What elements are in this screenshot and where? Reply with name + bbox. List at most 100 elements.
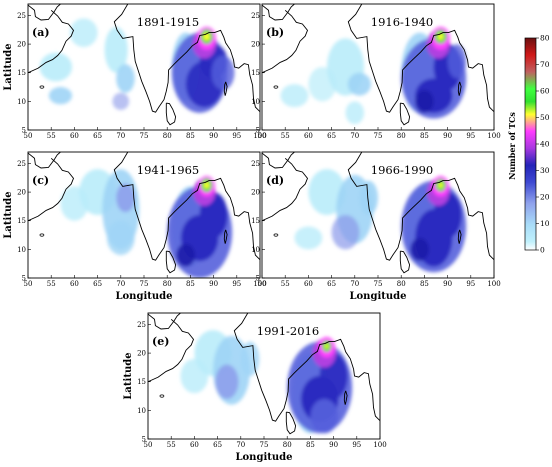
island-marker xyxy=(39,85,45,89)
x-tick-label: 75 xyxy=(374,280,383,288)
x-tick-label: 50 xyxy=(144,441,153,449)
x-tick-label: 100 xyxy=(487,132,500,140)
x-tick-label: 55 xyxy=(47,132,56,140)
colorbar-tick-label: 50 xyxy=(540,113,550,122)
density-field xyxy=(180,330,353,434)
density-cell xyxy=(438,182,443,189)
panel-label: (b) xyxy=(266,26,284,39)
density-cell xyxy=(104,26,128,73)
x-tick-label: 75 xyxy=(374,132,383,140)
colorbar-tick-label: 70 xyxy=(540,60,550,69)
island-marker xyxy=(39,233,45,237)
x-tick-label: 100 xyxy=(253,280,266,288)
panel-label: (c) xyxy=(32,174,49,187)
period-title: 1966-1990 xyxy=(371,163,433,177)
density-cell xyxy=(211,55,235,90)
x-tick-label: 60 xyxy=(70,132,79,140)
x-tick-label: 70 xyxy=(236,441,245,449)
x-tick-label: 80 xyxy=(163,132,172,140)
x-tick-label: 65 xyxy=(327,280,336,288)
coastline xyxy=(148,313,380,435)
x-tick-label: 70 xyxy=(116,280,125,288)
x-tick-label: 70 xyxy=(350,280,359,288)
coastline xyxy=(28,4,260,126)
coastline xyxy=(28,152,260,274)
island-marker xyxy=(159,394,165,398)
density-cell xyxy=(116,183,135,213)
panel-label: (d) xyxy=(266,174,284,187)
y-tick-label: 25 xyxy=(17,160,26,168)
period-title: 1916-1940 xyxy=(371,15,433,29)
y-tick-label: 15 xyxy=(251,217,260,225)
x-tick-label: 50 xyxy=(24,132,33,140)
y-tick-label: 10 xyxy=(251,98,260,106)
colorbar-tick-label: 0 xyxy=(540,246,545,255)
x-tick-label: 65 xyxy=(93,280,102,288)
x-tick-label: 90 xyxy=(209,132,218,140)
x-axis-label: Longitude xyxy=(115,291,172,302)
density-cell xyxy=(415,89,434,113)
x-tick-label: 85 xyxy=(420,280,429,288)
x-tick-label: 55 xyxy=(281,280,290,288)
density-cell xyxy=(308,169,346,215)
y-tick-label: 5 xyxy=(142,436,146,444)
density-cell xyxy=(48,87,73,105)
y-axis-label: Latitude xyxy=(123,352,134,399)
y-tick-label: 20 xyxy=(251,189,260,197)
map-panel: 50 55 60 65 70 75 80 85 90 95 100510152025(c)1941-… xyxy=(3,151,267,302)
x-tick-label: 50 xyxy=(258,132,267,140)
density-cell xyxy=(345,101,365,125)
map-panel: 50 55 60 65 70 75 80 85 90 95 100510152025(b)1916-… xyxy=(251,3,501,140)
y-tick-label: 15 xyxy=(137,378,146,386)
x-tick-label: 60 xyxy=(70,280,79,288)
x-axis-label: Longitude xyxy=(235,452,292,463)
density-cell xyxy=(106,220,135,256)
y-tick-label: 20 xyxy=(137,350,146,358)
period-title: 1891-1915 xyxy=(137,15,199,29)
density-cell xyxy=(39,52,73,82)
colorbar-title: Number of TCs xyxy=(507,112,517,180)
y-axis-label: Latitude xyxy=(3,43,14,90)
x-tick-label: 80 xyxy=(397,132,406,140)
y-tick-label: 25 xyxy=(251,160,260,168)
x-tick-label: 85 xyxy=(186,280,195,288)
y-tick-label: 5 xyxy=(22,127,26,135)
colorbar-tick-label: 40 xyxy=(540,140,550,149)
map-panel: 50 55 60 65 70 75 80 85 90 95 100510152025(d)1966-… xyxy=(251,151,501,302)
y-tick-label: 25 xyxy=(17,12,26,20)
x-tick-label: 50 xyxy=(24,280,33,288)
x-tick-label: 75 xyxy=(140,280,149,288)
density-cell xyxy=(280,84,309,108)
y-tick-label: 5 xyxy=(22,275,26,283)
density-cell xyxy=(203,181,210,189)
colorbar: 0 10 20 30 40 50 60 70 80 Number of TCs xyxy=(507,34,550,255)
x-tick-label: 90 xyxy=(443,280,452,288)
y-tick-label: 15 xyxy=(17,217,26,225)
x-tick-label: 85 xyxy=(186,132,195,140)
y-tick-label: 25 xyxy=(137,321,146,329)
density-cell xyxy=(116,64,135,93)
x-tick-label: 95 xyxy=(466,280,475,288)
x-tick-label: 60 xyxy=(304,132,313,140)
y-tick-label: 10 xyxy=(17,98,26,106)
density-cell xyxy=(447,44,467,79)
panel-label: (a) xyxy=(32,26,50,39)
density-cell xyxy=(176,243,196,267)
period-title: 1941-1965 xyxy=(137,163,199,177)
x-tick-label: 50 xyxy=(258,280,267,288)
colorbar-tick-label: 60 xyxy=(540,87,550,96)
x-tick-label: 95 xyxy=(466,132,475,140)
y-tick-label: 10 xyxy=(17,246,26,254)
x-tick-label: 65 xyxy=(327,132,336,140)
colorbar-tick-label: 30 xyxy=(540,166,550,175)
x-tick-label: 100 xyxy=(487,280,500,288)
density-cell xyxy=(359,180,378,215)
y-tick-label: 5 xyxy=(256,127,260,135)
x-tick-label: 80 xyxy=(163,280,172,288)
x-tick-label: 75 xyxy=(260,441,269,449)
x-tick-label: 100 xyxy=(253,132,266,140)
x-tick-label: 55 xyxy=(281,132,290,140)
density-cell xyxy=(310,398,339,434)
colorbar-tick-label: 80 xyxy=(540,34,550,43)
